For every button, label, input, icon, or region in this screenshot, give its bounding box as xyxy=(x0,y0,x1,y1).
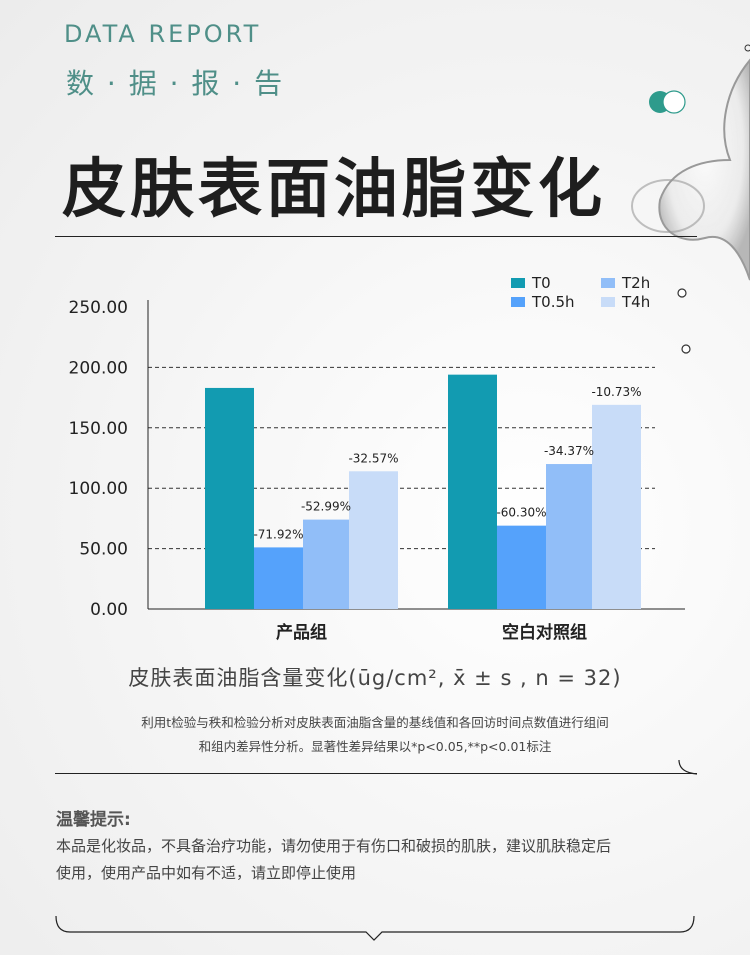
tips-line-1: 本品是化妆品，不具备治疗功能，请勿使用于有伤口和破损的肌肤，建议肌肤稳定后 xyxy=(56,837,612,855)
category-label: 产品组 xyxy=(276,622,327,643)
y-tick-label: 150.00 xyxy=(69,419,128,439)
chart-bars xyxy=(205,374,641,609)
bar xyxy=(592,404,641,609)
bar xyxy=(497,525,546,609)
bar xyxy=(546,464,592,609)
y-tick-label: 100.00 xyxy=(69,479,128,499)
y-tick-label: 50.00 xyxy=(79,540,128,560)
legend-label: T0.5h xyxy=(531,293,575,311)
legend-label: T4h xyxy=(621,293,650,311)
data-label: -32.57% xyxy=(348,451,398,465)
data-label: -34.37% xyxy=(544,444,594,458)
divider-hook-icon xyxy=(678,759,698,775)
legend-swatch xyxy=(511,278,525,288)
data-label: -52.99% xyxy=(301,500,351,514)
bar xyxy=(303,519,349,609)
tips-title: 温馨提示: xyxy=(56,810,131,830)
category-labels: 产品组 空白对照组 xyxy=(276,622,587,643)
title-divider xyxy=(55,236,697,237)
tips-body: 本品是化妆品，不具备治疗功能，请勿使用于有伤口和破损的肌肤，建议肌肤稳定后 使用… xyxy=(56,833,696,887)
bar xyxy=(254,547,303,609)
decorative-dots-icon xyxy=(649,90,686,114)
legend-label: T0 xyxy=(531,274,551,292)
data-label: -60.30% xyxy=(496,506,546,520)
tips-line-2: 使用，使用产品中如有不适，请立即停止使用 xyxy=(56,864,357,882)
legend-label: T2h xyxy=(621,274,650,292)
legend-swatch xyxy=(601,278,615,288)
note-divider xyxy=(55,773,697,774)
category-label: 空白对照组 xyxy=(502,622,587,643)
y-tick-label: 0.00 xyxy=(90,600,128,620)
note-line-2: 和组内差异性分析。显著性差异结果以*p<0.05,**p<0.01标注 xyxy=(198,739,552,754)
report-label-cn: 数 · 据 · 报 · 告 xyxy=(66,67,285,100)
y-tick-label: 250.00 xyxy=(69,298,128,318)
data-label: -10.73% xyxy=(591,385,641,399)
page-title: 皮肤表面油脂变化 xyxy=(62,153,606,227)
note-line-1: 利用t检验与秩和检验分析对皮肤表面油脂含量的基线值和各回访时间点数值进行组间 xyxy=(141,715,609,730)
bar xyxy=(349,471,398,609)
analysis-note: 利用t检验与秩和检验分析对皮肤表面油脂含量的基线值和各回访时间点数值进行组间 和… xyxy=(0,711,750,759)
water-drop-decoration-icon xyxy=(631,44,750,354)
data-label: -71.92% xyxy=(253,527,303,541)
report-label-en: DATA REPORT xyxy=(64,20,262,48)
bottom-frame-icon xyxy=(55,915,695,941)
data-labels: -71.92% -52.99% -32.57% -60.30% -34.37% -10.7… xyxy=(253,385,641,542)
legend-swatch xyxy=(511,297,525,307)
y-tick-label: 200.00 xyxy=(69,358,128,378)
y-tick-labels: 0.00 50.00 100.00 150.00 200.00 250.00 xyxy=(69,298,128,620)
chart-subtitle: 皮肤表面油脂含量变化(ūg/cm², x̄ ± s , n = 32) xyxy=(128,666,622,690)
bar xyxy=(448,374,497,609)
bar xyxy=(205,387,254,609)
legend-swatch xyxy=(601,297,615,307)
bar-chart: 0.00 50.00 100.00 150.00 200.00 250.00 -71.92… xyxy=(69,274,685,643)
